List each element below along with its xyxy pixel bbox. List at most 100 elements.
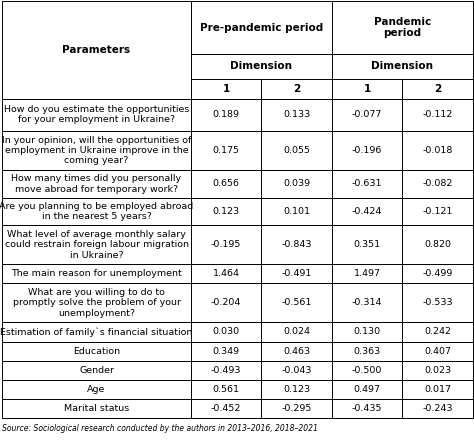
Bar bbox=[261, 361, 332, 380]
Text: Are you planning to be employed abroad
in the nearest 5 years?: Are you planning to be employed abroad i… bbox=[0, 202, 194, 221]
Bar bbox=[191, 323, 261, 342]
Text: Estimation of family`s financial situation: Estimation of family`s financial situati… bbox=[0, 327, 193, 337]
Bar bbox=[402, 323, 473, 342]
Bar bbox=[2, 225, 191, 264]
Text: Pre-pandemic period: Pre-pandemic period bbox=[200, 23, 323, 32]
Bar bbox=[2, 264, 191, 284]
Text: 0.024: 0.024 bbox=[283, 327, 310, 337]
Text: 0.130: 0.130 bbox=[354, 327, 381, 337]
Text: In your opinion, will the opportunities of
employment in Ukraine improve in the
: In your opinion, will the opportunities … bbox=[2, 136, 191, 165]
Bar bbox=[332, 1, 473, 54]
Bar bbox=[402, 264, 473, 284]
Bar bbox=[191, 380, 261, 399]
Text: -0.631: -0.631 bbox=[352, 179, 383, 188]
Text: 0.123: 0.123 bbox=[212, 207, 239, 216]
Bar bbox=[261, 78, 332, 98]
Text: 0.023: 0.023 bbox=[424, 365, 451, 375]
Bar bbox=[402, 225, 473, 264]
Bar bbox=[332, 54, 473, 78]
Bar bbox=[2, 198, 191, 225]
Bar bbox=[191, 264, 261, 284]
Bar bbox=[402, 198, 473, 225]
Text: -0.195: -0.195 bbox=[211, 240, 241, 249]
Text: -0.196: -0.196 bbox=[352, 146, 383, 155]
Bar bbox=[2, 284, 191, 323]
Text: 1: 1 bbox=[364, 84, 371, 93]
Text: What level of average monthly salary
could restrain foreign labour migration
in : What level of average monthly salary cou… bbox=[5, 230, 189, 260]
Text: -0.018: -0.018 bbox=[422, 146, 453, 155]
Text: -0.121: -0.121 bbox=[422, 207, 453, 216]
Bar bbox=[261, 98, 332, 131]
Bar bbox=[332, 342, 402, 361]
Bar bbox=[2, 98, 191, 131]
Text: 2: 2 bbox=[293, 84, 300, 93]
Bar bbox=[191, 399, 261, 418]
Text: 0.820: 0.820 bbox=[424, 240, 451, 249]
Bar bbox=[191, 342, 261, 361]
Bar bbox=[261, 284, 332, 323]
Bar bbox=[332, 323, 402, 342]
Text: 0.039: 0.039 bbox=[283, 179, 310, 188]
Bar bbox=[191, 361, 261, 380]
Bar bbox=[261, 170, 332, 198]
Bar bbox=[261, 323, 332, 342]
Bar bbox=[261, 225, 332, 264]
Bar bbox=[332, 399, 402, 418]
Text: Education: Education bbox=[73, 346, 120, 356]
Bar bbox=[2, 399, 191, 418]
Text: -0.533: -0.533 bbox=[422, 299, 453, 307]
Text: -0.077: -0.077 bbox=[352, 110, 383, 119]
Bar bbox=[261, 264, 332, 284]
Text: -0.435: -0.435 bbox=[352, 404, 383, 413]
Text: -0.491: -0.491 bbox=[282, 269, 312, 278]
Text: -0.043: -0.043 bbox=[281, 365, 312, 375]
Bar bbox=[2, 1, 191, 98]
Bar bbox=[191, 98, 261, 131]
Bar bbox=[332, 198, 402, 225]
Text: -0.314: -0.314 bbox=[352, 299, 383, 307]
Text: 0.175: 0.175 bbox=[212, 146, 239, 155]
Bar bbox=[332, 98, 402, 131]
Text: Source: Sociological research conducted by the authors in 2013–2016, 2018–2021: Source: Sociological research conducted … bbox=[2, 424, 318, 433]
Bar bbox=[402, 170, 473, 198]
Bar bbox=[261, 380, 332, 399]
Text: 0.463: 0.463 bbox=[283, 346, 310, 356]
Bar bbox=[191, 54, 332, 78]
Bar bbox=[332, 170, 402, 198]
Text: Gender: Gender bbox=[79, 365, 114, 375]
Bar bbox=[332, 380, 402, 399]
Bar bbox=[191, 131, 261, 170]
Text: 0.407: 0.407 bbox=[424, 346, 451, 356]
Bar bbox=[2, 342, 191, 361]
Text: -0.112: -0.112 bbox=[422, 110, 453, 119]
Text: 0.123: 0.123 bbox=[283, 385, 310, 394]
Text: Marital status: Marital status bbox=[64, 404, 129, 413]
Bar bbox=[332, 225, 402, 264]
Bar bbox=[2, 380, 191, 399]
Text: 2: 2 bbox=[434, 84, 441, 93]
Bar bbox=[261, 399, 332, 418]
Text: How many times did you personally
move abroad for temporary work?: How many times did you personally move a… bbox=[11, 174, 182, 194]
Text: What are you willing to do to
promptly solve the problem of your
unemployment?: What are you willing to do to promptly s… bbox=[12, 288, 181, 318]
Text: 1.497: 1.497 bbox=[354, 269, 381, 278]
Bar bbox=[191, 170, 261, 198]
Bar bbox=[402, 342, 473, 361]
Text: 1: 1 bbox=[222, 84, 229, 93]
Text: -0.082: -0.082 bbox=[422, 179, 453, 188]
Bar bbox=[402, 399, 473, 418]
Text: 0.656: 0.656 bbox=[212, 179, 239, 188]
Text: Parameters: Parameters bbox=[63, 45, 130, 55]
Text: -0.243: -0.243 bbox=[422, 404, 453, 413]
Text: -0.295: -0.295 bbox=[282, 404, 312, 413]
Bar bbox=[191, 198, 261, 225]
Text: Pandemic
period: Pandemic period bbox=[374, 17, 431, 39]
Bar bbox=[2, 361, 191, 380]
Bar bbox=[332, 131, 402, 170]
Text: 0.242: 0.242 bbox=[424, 327, 451, 337]
Bar bbox=[402, 361, 473, 380]
Bar bbox=[402, 284, 473, 323]
Text: -0.424: -0.424 bbox=[352, 207, 383, 216]
Bar bbox=[2, 323, 191, 342]
Bar bbox=[261, 131, 332, 170]
Text: 0.101: 0.101 bbox=[283, 207, 310, 216]
